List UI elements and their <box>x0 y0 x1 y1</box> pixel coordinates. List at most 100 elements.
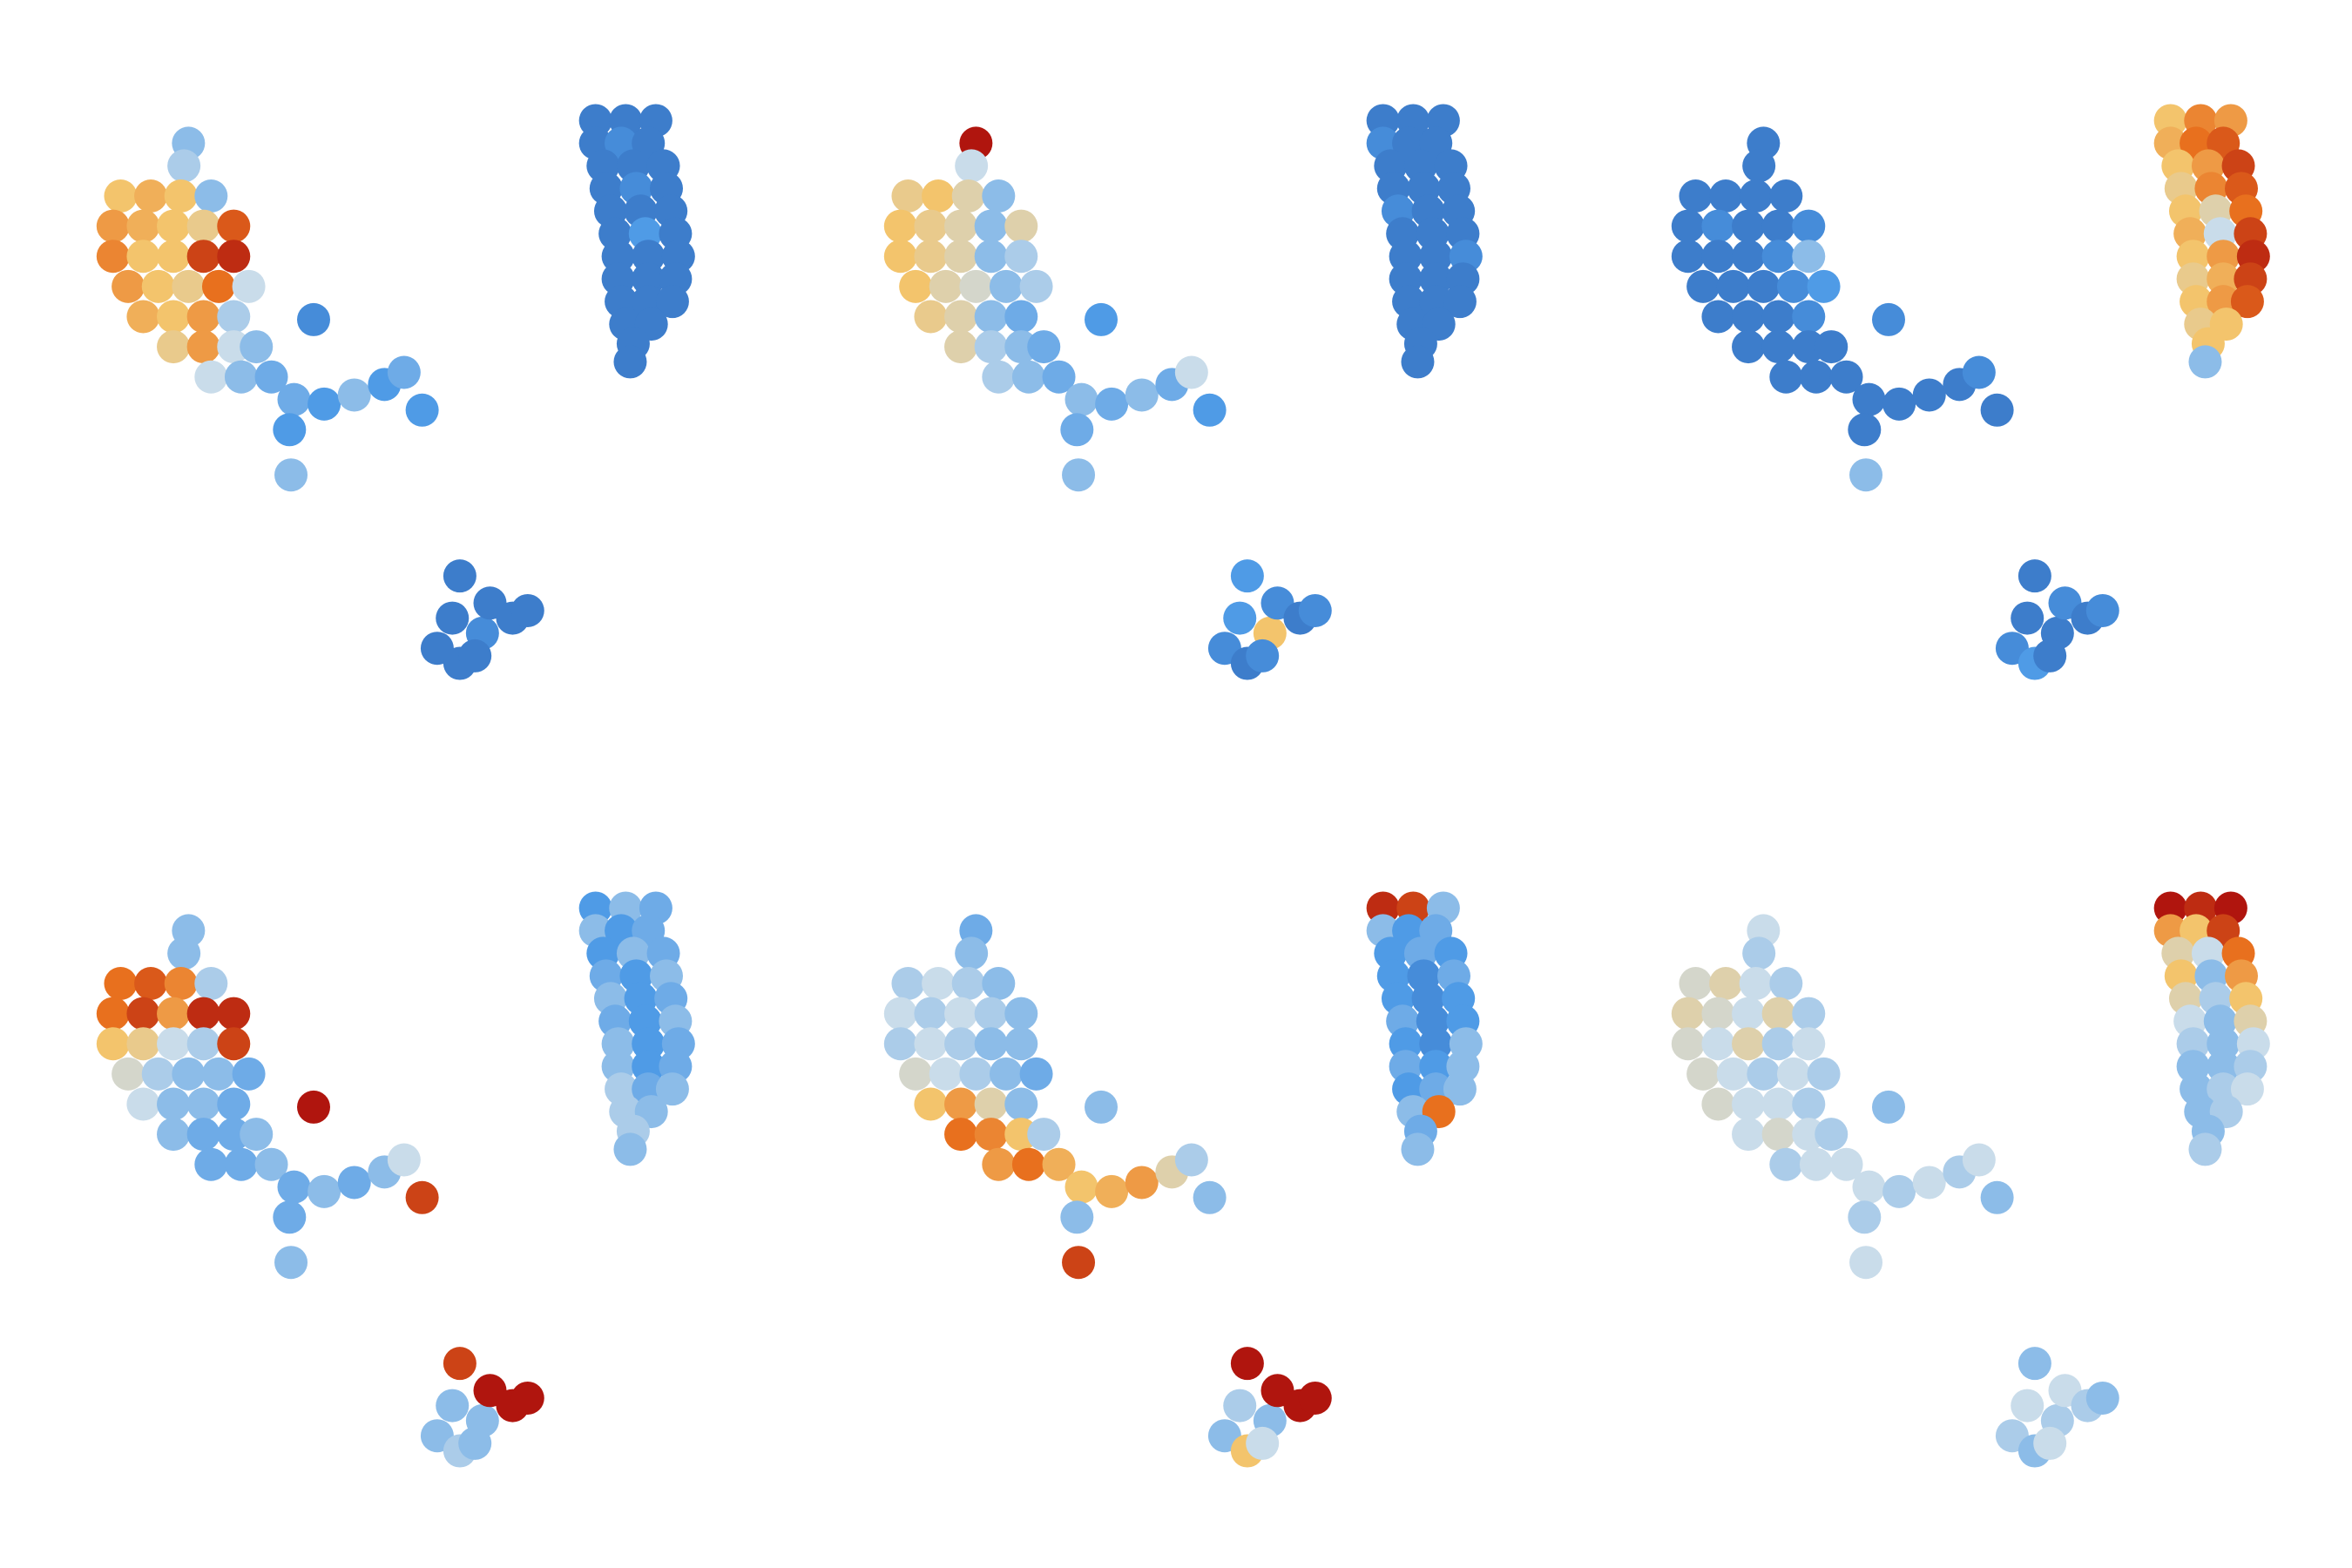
cell-point <box>96 1027 130 1061</box>
cell-point <box>167 936 201 970</box>
cell-point <box>974 997 1008 1031</box>
cell-point <box>1747 269 1781 303</box>
cell-point <box>232 269 266 303</box>
panel <box>96 891 695 1468</box>
cell-point <box>1193 1180 1227 1214</box>
cell-point <box>157 209 191 243</box>
cell-point <box>1686 1057 1720 1091</box>
cell-point <box>974 330 1008 364</box>
cell-point <box>194 179 228 213</box>
cell-point <box>2207 262 2240 296</box>
cell-point <box>1732 209 1766 243</box>
cell-point <box>510 593 544 627</box>
cell-point <box>96 997 130 1031</box>
cell-point <box>1815 330 1848 364</box>
cell-point <box>126 997 160 1031</box>
cell-point <box>1807 269 1841 303</box>
cell-point <box>1004 330 1038 364</box>
cell-point <box>1872 1090 1905 1124</box>
cell-point <box>1060 413 1094 447</box>
cell-point <box>1742 936 1776 970</box>
cell-point <box>157 300 191 334</box>
cell-point <box>2153 891 2187 925</box>
cell-point <box>982 360 1016 394</box>
cell-point <box>1389 1027 1423 1061</box>
cell-point <box>1230 559 1264 593</box>
cell-point <box>443 1347 476 1381</box>
cell-point <box>2230 1072 2264 1106</box>
cell-point <box>387 355 421 389</box>
cell-point <box>1095 387 1129 421</box>
cell-point <box>1085 1090 1118 1124</box>
cell-point <box>1709 967 1743 1000</box>
cell-point <box>1671 1027 1705 1061</box>
cell-point <box>254 1147 288 1181</box>
cell-point <box>1912 378 1946 412</box>
cell-point <box>186 1118 220 1152</box>
cell-point <box>134 967 168 1000</box>
cell-point <box>2207 1027 2240 1061</box>
cell-point <box>194 1147 228 1181</box>
cell-point <box>1912 1166 1946 1200</box>
cell-point <box>274 1246 308 1280</box>
cell-point <box>944 240 978 274</box>
cell-point <box>186 240 220 274</box>
cell-point <box>337 378 371 412</box>
cell-point <box>613 345 647 379</box>
cell-point <box>104 179 138 213</box>
cell-point <box>655 1072 689 1106</box>
cell-point <box>1852 1170 1886 1204</box>
cell-point <box>2017 1347 2051 1381</box>
cell-point <box>982 179 1016 213</box>
cell-point <box>1246 639 1280 672</box>
cell-point <box>167 149 201 183</box>
cell-point <box>883 209 917 243</box>
cell-point <box>405 393 439 427</box>
cell-point <box>1419 1027 1453 1061</box>
cell-point <box>1419 240 1453 274</box>
cell-point <box>232 1057 266 1091</box>
cell-point <box>2207 240 2240 274</box>
cell-point <box>944 330 978 364</box>
cell-point <box>989 1057 1023 1091</box>
cell-point <box>982 967 1016 1000</box>
cell-point <box>1807 1057 1841 1091</box>
cell-point <box>1829 1147 1863 1181</box>
cell-point <box>891 179 925 213</box>
cell-point <box>297 302 330 336</box>
cell-point <box>1193 393 1227 427</box>
cell-point <box>899 1057 933 1091</box>
cell-point <box>914 997 948 1031</box>
cell-point <box>2033 1426 2067 1460</box>
cell-point <box>1769 1147 1803 1181</box>
cell-point <box>601 1027 635 1061</box>
cell-point <box>1125 378 1159 412</box>
cell-point <box>601 240 635 274</box>
cell-point <box>1679 967 1713 1000</box>
cell-point <box>1732 1027 1766 1061</box>
cell-point <box>1701 1087 1735 1121</box>
cell-point <box>929 269 963 303</box>
cell-point <box>1027 330 1061 364</box>
cell-point <box>891 967 925 1000</box>
cell-point <box>974 300 1008 334</box>
cell-point <box>883 240 917 274</box>
cell-point <box>974 1118 1008 1152</box>
cell-point <box>126 300 160 334</box>
cell-point <box>186 330 220 364</box>
cell-point <box>1848 413 1882 447</box>
cell-point <box>172 1057 206 1091</box>
cell-point <box>201 1057 235 1091</box>
cell-point <box>1769 967 1803 1000</box>
cell-point <box>1064 1170 1098 1204</box>
cell-point <box>2033 639 2067 672</box>
cell-point <box>308 1174 341 1208</box>
cell-point <box>1062 1246 1096 1280</box>
cell-point <box>632 240 666 274</box>
cell-point <box>1732 1118 1766 1152</box>
cell-point <box>1792 1118 1826 1152</box>
cell-point <box>2085 593 2119 627</box>
cell-point <box>1223 601 1257 635</box>
cell-point <box>1064 382 1098 416</box>
cell-point <box>217 300 251 334</box>
